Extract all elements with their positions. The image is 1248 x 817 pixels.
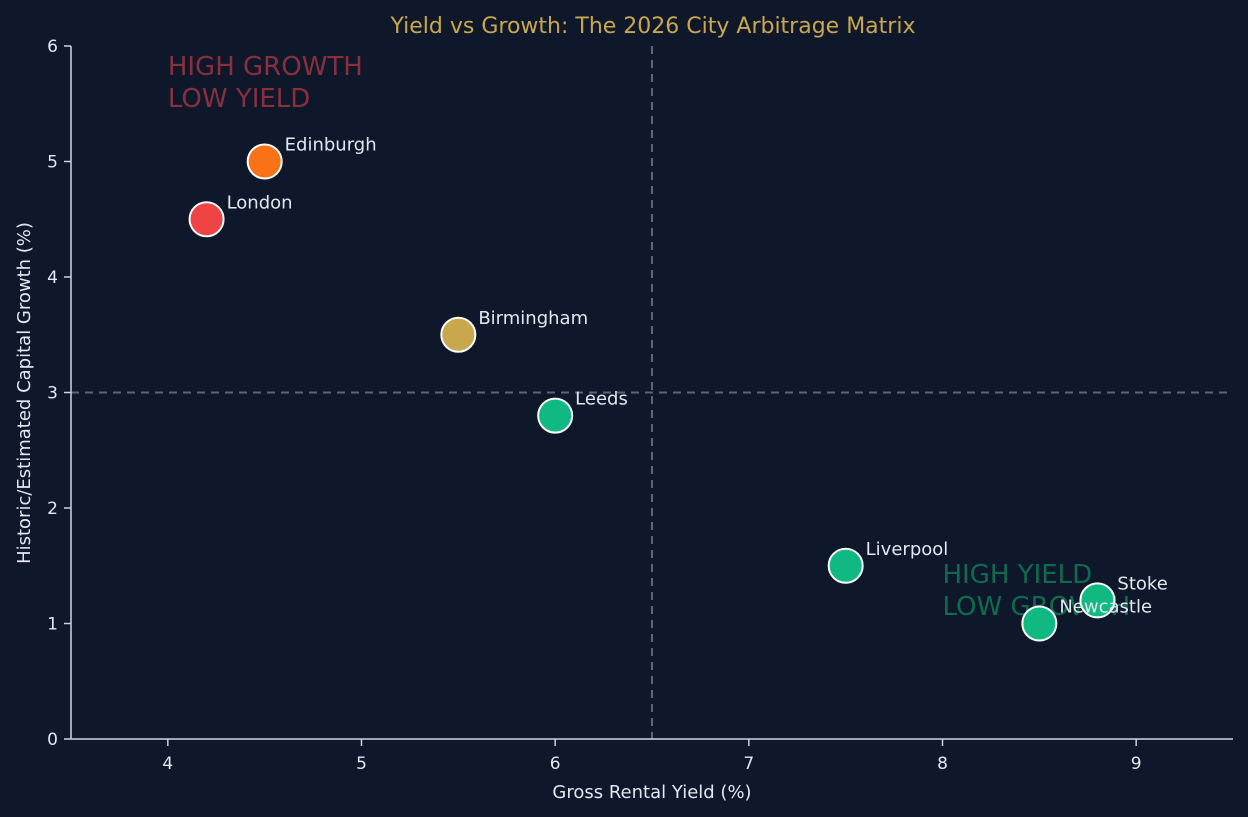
- x-tick-label: 7: [743, 754, 754, 774]
- x-tick-label: 6: [550, 754, 561, 774]
- chart-title: Yield vs Growth: The 2026 City Arbitrage…: [390, 14, 916, 39]
- quadrant-label: HIGH GROWTH: [168, 52, 363, 82]
- quadrant-label: HIGH YIELD: [943, 560, 1093, 590]
- x-tick-label: 9: [1131, 754, 1142, 774]
- point-label: Liverpool: [866, 539, 949, 560]
- x-tick-label: 4: [162, 754, 173, 774]
- y-tick-label: 0: [47, 730, 58, 750]
- y-tick-label: 3: [47, 384, 58, 404]
- data-point: [827, 547, 864, 584]
- y-axis-label: Historic/Estimated Capital Growth (%): [14, 222, 35, 564]
- y-tick-label: 6: [47, 37, 58, 57]
- data-point: [440, 316, 477, 353]
- x-tick-label: 5: [356, 754, 367, 774]
- data-point: [1079, 582, 1116, 619]
- data-point: [246, 143, 283, 180]
- data-point: [188, 201, 225, 238]
- x-axis-label: Gross Rental Yield (%): [552, 782, 751, 803]
- y-tick-label: 2: [47, 499, 58, 519]
- point-label: Stoke: [1117, 573, 1167, 594]
- point-label: Edinburgh: [285, 135, 377, 156]
- x-tick-label: 8: [937, 754, 948, 774]
- y-tick-label: 5: [47, 153, 58, 173]
- y-tick-label: 4: [47, 268, 58, 288]
- point-label: Birmingham: [478, 308, 588, 329]
- y-tick-label: 1: [47, 615, 58, 635]
- quadrant-label: LOW YIELD: [168, 84, 310, 114]
- data-point: [537, 397, 574, 434]
- point-label: Leeds: [575, 389, 628, 410]
- data-point: [1021, 605, 1058, 642]
- point-label: London: [227, 192, 293, 213]
- point-label: Newcastle: [1059, 597, 1152, 618]
